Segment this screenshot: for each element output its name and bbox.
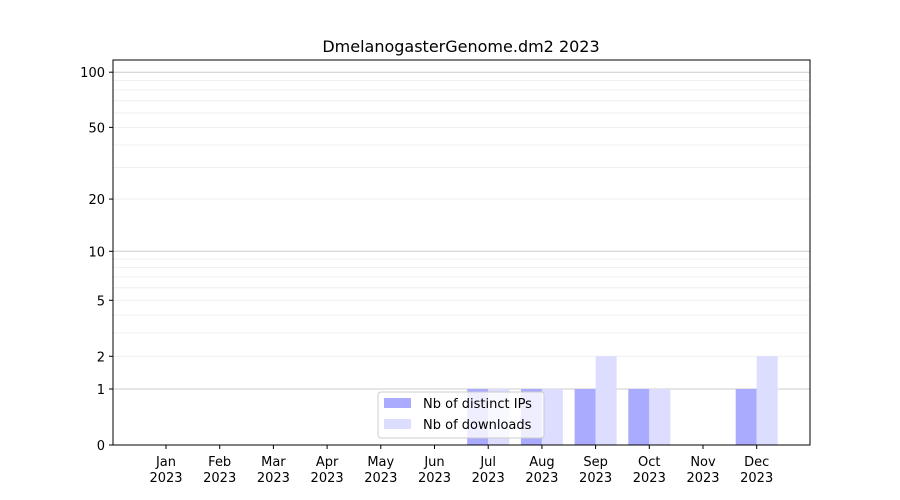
y-tick-label: 2	[97, 350, 105, 365]
x-tick-label: 2023	[740, 471, 773, 486]
bar-downloads	[595, 356, 617, 445]
x-tick-label: 2023	[418, 471, 451, 486]
bar-ips	[735, 389, 757, 445]
x-tick-label: 2023	[311, 471, 344, 486]
x-tick-label: 2023	[149, 471, 182, 486]
legend-label: Nb of downloads	[423, 418, 532, 433]
legend-swatch	[384, 419, 411, 429]
x-tick-label: 2023	[472, 471, 505, 486]
x-tick-label: Apr	[316, 455, 339, 470]
y-tick-label: 5	[97, 294, 105, 309]
x-tick-label: Jan	[155, 455, 176, 470]
bar-downloads	[649, 389, 671, 445]
legend	[377, 391, 545, 439]
legend-swatch	[384, 398, 411, 408]
x-tick-label: 2023	[203, 471, 236, 486]
x-tick-label: Aug	[529, 455, 554, 470]
x-tick-label: Sep	[583, 455, 608, 470]
x-tick-label: 2023	[364, 471, 397, 486]
bar-downloads	[541, 389, 563, 445]
x-tick-label: Mar	[261, 455, 286, 470]
x-tick-label: Nov	[690, 455, 716, 470]
x-tick-label: 2023	[257, 471, 290, 486]
plot-frame	[112, 59, 811, 446]
chart-title: DmelanogasterGenome.dm2 2023	[322, 37, 599, 56]
y-tick-label: 50	[88, 121, 105, 136]
y-tick-label: 1	[97, 383, 105, 398]
y-tick-label: 0	[97, 439, 105, 454]
x-tick-label: Jul	[479, 455, 496, 470]
y-tick-label: 20	[88, 193, 105, 208]
x-tick-label: 2023	[579, 471, 612, 486]
x-tick-label: Jun	[423, 455, 444, 470]
x-tick-label: Feb	[208, 455, 231, 470]
bar-ips	[574, 389, 596, 445]
x-tick-label: May	[367, 455, 394, 470]
x-tick-label: 2023	[633, 471, 666, 486]
x-tick-label: Dec	[744, 455, 769, 470]
bar-ips	[628, 389, 650, 445]
y-tick-label: 10	[88, 245, 105, 260]
bar-downloads	[756, 356, 778, 445]
legend-label: Nb of distinct IPs	[423, 397, 532, 412]
x-tick-label: Oct	[638, 455, 660, 470]
x-tick-label: 2023	[525, 471, 558, 486]
x-tick-label: 2023	[686, 471, 719, 486]
y-tick-label: 100	[80, 66, 105, 81]
